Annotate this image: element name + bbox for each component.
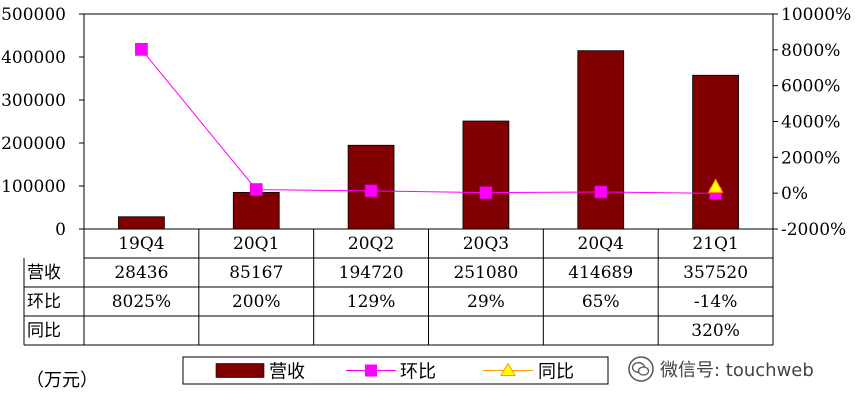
bar-20Q4	[577, 50, 625, 230]
bar-21Q1	[692, 74, 739, 230]
right-axis-label: 8000%	[781, 41, 840, 61]
category-label: 20Q2	[348, 234, 394, 254]
line-环比	[141, 49, 716, 194]
table-row-label: 同比	[27, 321, 61, 341]
category-label: 20Q4	[578, 234, 624, 254]
table-cell: 129%	[347, 292, 396, 312]
bar-19Q4	[118, 216, 165, 230]
table-row-label: 环比	[27, 292, 61, 312]
right-axis-label: 10000%	[781, 5, 851, 25]
category-label: 19Q4	[118, 234, 164, 254]
point-环比-20Q1	[249, 183, 263, 196]
point-环比-20Q2	[364, 184, 378, 198]
unit-label: （万元）	[26, 370, 98, 391]
right-axis-label: 2000%	[781, 148, 840, 168]
watermark-text: 微信号: touchweb	[660, 360, 814, 381]
point-环比-19Q4	[135, 43, 148, 56]
category-label: 20Q3	[463, 234, 509, 254]
point-同比-21Q1	[707, 178, 724, 193]
left-axis-label: 200000	[1, 134, 66, 154]
right-axis-label: 0%	[781, 184, 808, 204]
legend-label: 环比	[400, 362, 436, 383]
right-axis-label: 4000%	[781, 113, 840, 133]
table-cell: 414689	[568, 263, 633, 283]
wechat-icon	[628, 356, 654, 382]
legend-swatch-bar	[215, 363, 265, 378]
left-axis-label: 400000	[1, 48, 66, 68]
legend-label: 同比	[538, 362, 574, 383]
table-cell: 194720	[339, 263, 404, 283]
right-axis-label: -2000%	[781, 220, 846, 240]
left-axis-label: 300000	[1, 91, 66, 111]
bar-20Q3	[462, 120, 510, 230]
plot-area	[83, 13, 774, 230]
table-cell: 200%	[232, 292, 281, 312]
category-label: 21Q1	[692, 234, 738, 254]
table-cell: 320%	[691, 321, 740, 341]
legend-marker-square	[365, 364, 377, 377]
table-cell: 29%	[467, 292, 505, 312]
legend-label: 营收	[269, 362, 305, 383]
right-axis-label: 6000%	[781, 77, 840, 97]
watermark: 微信号: touchweb	[628, 356, 814, 382]
point-环比-20Q4	[594, 185, 608, 199]
left-axis-label: 500000	[1, 5, 66, 25]
bar-20Q1	[232, 191, 280, 230]
table-cell: -14%	[694, 292, 738, 312]
table-cell: 8025%	[112, 292, 171, 312]
legend-marker-triangle	[500, 362, 516, 376]
table-cell: 28436	[114, 263, 168, 283]
table-cell: 357520	[683, 263, 748, 283]
table-cell: 251080	[453, 263, 518, 283]
left-axis-label: 0	[55, 220, 66, 240]
table-cell: 65%	[582, 292, 620, 312]
table-row-label: 营收	[27, 263, 61, 283]
category-label: 20Q1	[233, 234, 279, 254]
left-axis-label: 100000	[1, 177, 66, 197]
table-cell: 85167	[229, 263, 283, 283]
point-环比-20Q3	[479, 186, 493, 199]
